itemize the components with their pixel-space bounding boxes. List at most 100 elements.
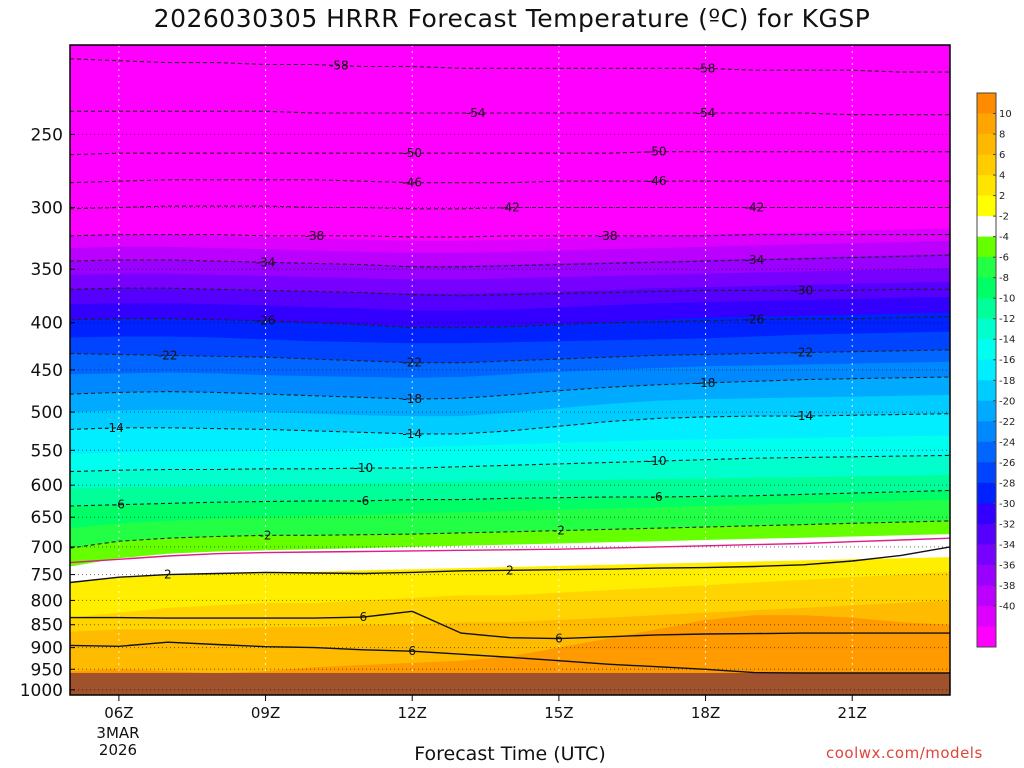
y-tick-label-6: 550 [31,441,63,461]
contour-label-11-2: -14 [794,409,814,423]
y-tick-label-3: 400 [31,314,63,334]
y-tick-label-14: 950 [31,660,63,680]
contour-label-7-0: -30 [794,283,814,297]
colorbar-label-16: -24 [999,437,1015,448]
temperature-bands [70,45,950,674]
colorbar: 10 8 6 4 2 -2 -4 -6 -8 -10 -12 -14 -16 -18 -20 -22 -24 -2… [976,92,1015,648]
contour-label-2-0: -50 [402,146,422,160]
colorbar-frame [976,92,997,648]
colorbar-seg-10 [977,298,996,320]
contour-label-8-1: -26 [745,313,765,327]
contour-label-6-0: -34 [256,255,276,269]
contour-label-10-1: -18 [696,376,716,390]
credit-label: coolwx.com/models [826,744,983,762]
colorbar-label-13: -18 [999,376,1015,387]
colorbar-seg-14 [977,380,996,402]
contour-label-6-1: -34 [745,253,765,267]
y-tick-label-13: 900 [31,639,63,659]
colorbar-seg-6 [977,216,996,238]
colorbar-seg-2 [977,134,996,156]
contour-label-4-0: -42 [500,200,520,214]
colorbar-seg-0 [977,93,996,115]
colorbar-label-14: -20 [999,396,1015,407]
contour-label-8-0: -26 [256,314,276,328]
colorbar-seg-23 [977,564,996,586]
terrain-fill [70,673,950,695]
colorbar-label-20: -32 [999,519,1015,530]
colorbar-label-0: 10 [999,109,1012,120]
contour-16 [69,546,951,584]
contour-18 [69,641,950,674]
contour-labels: -58 -58 -54 -54 -50 -50 -46 -46 -42 -42 -38 -38 -34 -… [104,58,814,658]
colorbar-seg-11 [977,318,996,340]
contour-label-1-0: -54 [466,106,486,120]
contour-label-0-1: -58 [696,61,716,75]
y-tick-label-1: 300 [31,198,63,218]
colorbar-seg-7 [977,236,996,258]
colorbar-seg-25 [977,605,996,627]
colorbar-label-21: -34 [999,540,1015,551]
y-tick-label-2: 350 [31,260,63,280]
y-tick-label-5: 500 [31,403,63,423]
colorbar-label-22: -36 [999,560,1015,571]
band-0 [70,615,950,673]
x-axis-label: Forecast Time (UTC) [414,743,606,765]
colorbar-seg-21 [977,523,996,545]
colorbar-label-5: -2 [999,212,1009,223]
contour-label-2-1: -50 [647,145,667,159]
contour-label-14-0: -2 [260,528,272,542]
y-tick-label-11: 800 [31,591,63,611]
colorbar-seg-24 [977,585,996,607]
contour-label-13-0: -6 [113,498,125,512]
date-label-day: 3MAR [96,724,140,742]
colorbar-seg-9 [977,277,996,299]
colorbar-label-2: 6 [999,150,1005,161]
contour-label-3-0: -46 [402,176,422,190]
contour-label-1-1: -54 [696,106,716,120]
colorbar-seg-20 [977,503,996,525]
colorbar-label-8: -8 [999,273,1009,284]
contour-label-14-1: -2 [553,524,565,538]
contour-label-9-0: -22 [158,348,178,362]
colorbar-label-3: 4 [999,171,1005,182]
colorbar-label-11: -14 [999,335,1015,346]
colorbar-seg-8 [977,257,996,279]
contour-label-9-1: -22 [402,356,422,370]
contour-label-3-1: -46 [647,174,667,188]
contour-label-0-0: -58 [329,58,349,72]
colorbar-seg-19 [977,482,996,504]
colorbar-seg-1 [977,113,996,135]
contour-label-12-1: -10 [647,454,667,468]
colorbar-label-7: -6 [999,253,1009,264]
y-tick-label-0: 250 [31,125,63,145]
y-tick-label-15: 1000 [20,681,63,701]
x-tick-label-2: 12Z [398,704,427,722]
contour-label-12-0: -10 [354,461,374,475]
colorbar-seg-18 [977,462,996,484]
contour-15 [69,537,951,564]
colorbar-seg-16 [977,421,996,443]
y-axis-ticks: 250 300 350 400 450 500 550 600 650 700 750 800 850 9… [20,125,75,701]
contour-label-9-2: -22 [794,346,814,360]
colorbar-label-23: -38 [999,581,1015,592]
colorbar-seg-17 [977,441,996,463]
colorbar-label-1: 8 [999,130,1005,141]
x-tick-label-0: 06Z [104,704,133,722]
colorbar-seg-26 [977,626,996,648]
colorbar-seg-12 [977,339,996,361]
date-label-year: 2026 [98,741,138,759]
contour-14 [69,520,951,549]
contour-label-13-1: -6 [357,494,369,508]
contour-label-10-0: -18 [402,392,422,406]
colorbar-seg-22 [977,544,996,566]
colorbar-label-15: -22 [999,417,1015,428]
y-tick-label-7: 600 [31,476,63,496]
y-tick-label-4: 450 [31,361,63,381]
contour-label-13-2: -6 [651,490,663,504]
terrain-strip [70,673,950,695]
contour-label-11-0: -14 [104,421,124,435]
contour-label-5-0: -38 [305,229,325,243]
x-axis-ticks: 06Z 09Z 12Z 15Z 18Z 21Z [104,695,867,722]
colorbar-seg-13 [977,359,996,381]
